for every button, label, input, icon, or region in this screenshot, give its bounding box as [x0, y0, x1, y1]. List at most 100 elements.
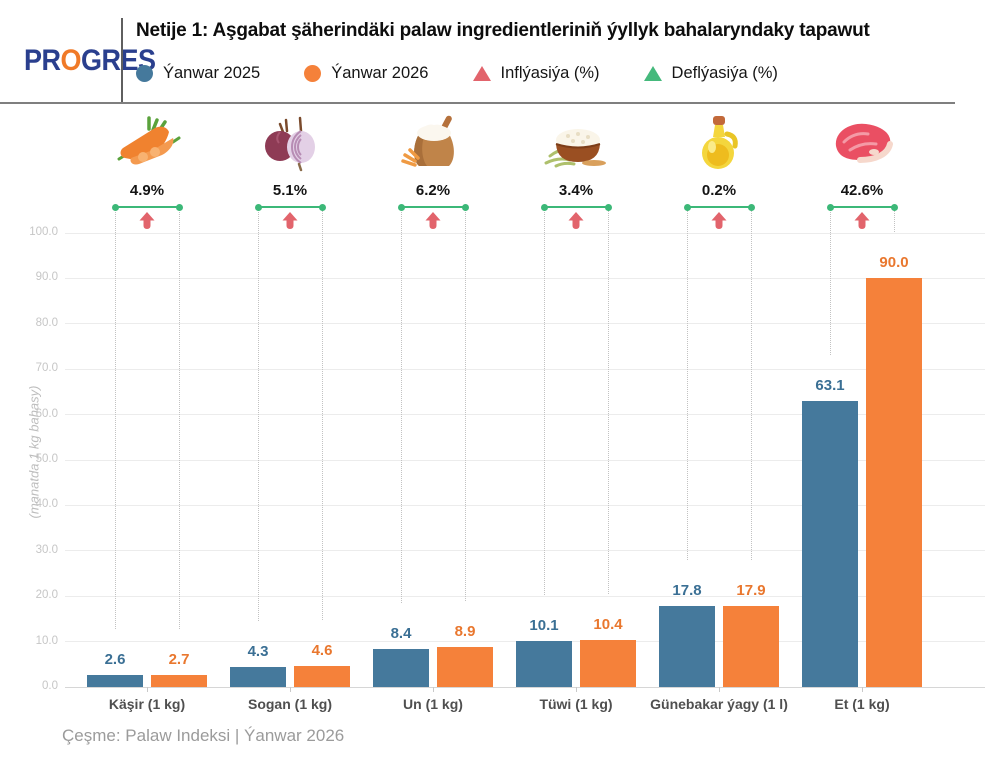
- gridline: [65, 323, 985, 325]
- bar-value-2026: 10.4: [593, 615, 623, 633]
- meat-icon: [828, 114, 896, 172]
- y-tick-label: 60.0: [35, 407, 58, 420]
- bracket-drop-line: [465, 210, 466, 601]
- gridline: [65, 504, 985, 506]
- chart-title: Netije 1: Aşgabat şäherindäki palaw ingr…: [136, 20, 870, 41]
- x-axis-tick: [433, 687, 434, 692]
- change-bracket: [544, 206, 608, 208]
- y-tick-label: 30.0: [35, 543, 58, 556]
- y-tick-label: 80.0: [35, 316, 58, 329]
- legend-label: Inflýasiýa (%): [500, 63, 600, 82]
- bracket-dot: [175, 203, 183, 211]
- change-bracket: [115, 206, 179, 208]
- deflation-triangle-icon: [643, 65, 662, 81]
- inflation-arrow-icon: [854, 212, 870, 229]
- bracket-dot: [683, 203, 691, 211]
- inflation-arrow-icon: [425, 212, 441, 229]
- change-bracket: [830, 206, 894, 208]
- bar-2026: [866, 278, 922, 687]
- bar-2026: [151, 674, 207, 687]
- onion-icon: [256, 114, 324, 172]
- y-tick-label: 10.0: [35, 634, 58, 647]
- y-tick-label: 70.0: [35, 362, 58, 375]
- bracket-dot: [604, 203, 612, 211]
- gridline: [65, 686, 985, 688]
- x-axis-tick: [719, 687, 720, 692]
- bar-value-2025: 8.4: [390, 624, 412, 642]
- inflation-arrow-icon: [568, 212, 584, 229]
- bracket-drop-line: [894, 210, 895, 233]
- bar-value-2026: 4.6: [311, 642, 333, 660]
- gridline: [65, 550, 985, 552]
- change-bracket: [258, 206, 322, 208]
- logo-letter-o: O: [60, 44, 82, 77]
- x-axis-tick: [290, 687, 291, 692]
- bar-value-2025: 10.1: [529, 617, 559, 635]
- inflation-arrow-icon: [282, 212, 298, 229]
- legend-circle-2026-icon: [304, 64, 322, 82]
- bar-2025: [802, 400, 858, 687]
- change-pct-label: 0.2%: [701, 182, 737, 199]
- category-label: Et (1 kg): [834, 696, 890, 712]
- legend-item-yanwar-2026: Ýanwar 2026: [304, 63, 429, 83]
- category-label: Günebakar ýagy (1 l): [650, 696, 788, 712]
- inflation-triangle-icon: [472, 65, 491, 81]
- bar-2025: [230, 667, 286, 687]
- bar-value-2025: 17.8: [672, 582, 702, 600]
- gridline: [65, 414, 985, 416]
- bracket-drop-line: [830, 210, 831, 355]
- bracket-drop-line: [115, 210, 116, 630]
- change-pct-label: 4.9%: [129, 182, 165, 199]
- bar-2025: [516, 641, 572, 687]
- legend-label: Deflýasiýa (%): [671, 63, 778, 82]
- bracket-dot: [747, 203, 755, 211]
- bar-2025: [87, 675, 143, 687]
- inflation-arrow-icon: [711, 212, 727, 229]
- logo-text-left: PR: [24, 44, 61, 77]
- gridline: [65, 277, 985, 279]
- gridline: [65, 459, 985, 461]
- y-tick-label: 0.0: [42, 680, 58, 692]
- category-label: Un (1 kg): [403, 696, 463, 712]
- change-bracket: [687, 206, 751, 208]
- change-pct-label: 42.6%: [840, 182, 884, 199]
- bracket-drop-line: [751, 210, 752, 560]
- bar-value-2025: 2.6: [104, 651, 126, 669]
- y-tick-label: 100.0: [29, 226, 58, 238]
- bracket-drop-line: [544, 210, 545, 596]
- x-axis-tick: [862, 687, 863, 692]
- change-bracket: [401, 206, 465, 208]
- bracket-dot: [540, 203, 548, 211]
- bracket-drop-line: [401, 210, 402, 603]
- bracket-dot: [111, 203, 119, 211]
- legend-item-deflation: Deflýasiýa (%): [643, 63, 778, 83]
- bracket-drop-line: [687, 210, 688, 561]
- bracket-drop-line: [258, 210, 259, 622]
- bar-value-2026: 17.9: [736, 581, 766, 599]
- bracket-drop-line: [608, 210, 609, 594]
- bracket-dot: [461, 203, 469, 211]
- carrot-icon: [113, 114, 181, 172]
- category-label: Käşir (1 kg): [108, 696, 186, 712]
- gridline: [65, 595, 985, 597]
- legend-item-yanwar-2025: Ýanwar 2025: [136, 64, 260, 83]
- change-pct-label: 6.2%: [415, 182, 451, 199]
- oil-bottle-icon: [685, 114, 753, 172]
- legend-label: Ýanwar 2025: [163, 63, 261, 82]
- category-label: Tüwi (1 kg): [539, 696, 613, 712]
- bracket-drop-line: [179, 210, 180, 629]
- inflation-arrow-icon: [139, 212, 155, 229]
- bar-value-2026: 8.9: [454, 622, 476, 640]
- bar-2025: [373, 648, 429, 687]
- bar-2026: [437, 646, 493, 687]
- legend: Ýanwar 2025 Ýanwar 2026 Inflýasiýa (%) D…: [136, 60, 778, 86]
- bar-value-2026: 90.0: [879, 254, 909, 272]
- legend-label: Ýanwar 2026: [331, 63, 429, 82]
- flour-sack-icon: [399, 114, 467, 172]
- legend-circle-2025-icon: [136, 64, 153, 82]
- bar-value-2025: 63.1: [815, 376, 845, 394]
- x-axis-tick: [576, 687, 577, 692]
- legend-item-inflation: Inflýasiýa (%): [472, 63, 600, 83]
- bar-value-2026: 2.7: [168, 650, 190, 668]
